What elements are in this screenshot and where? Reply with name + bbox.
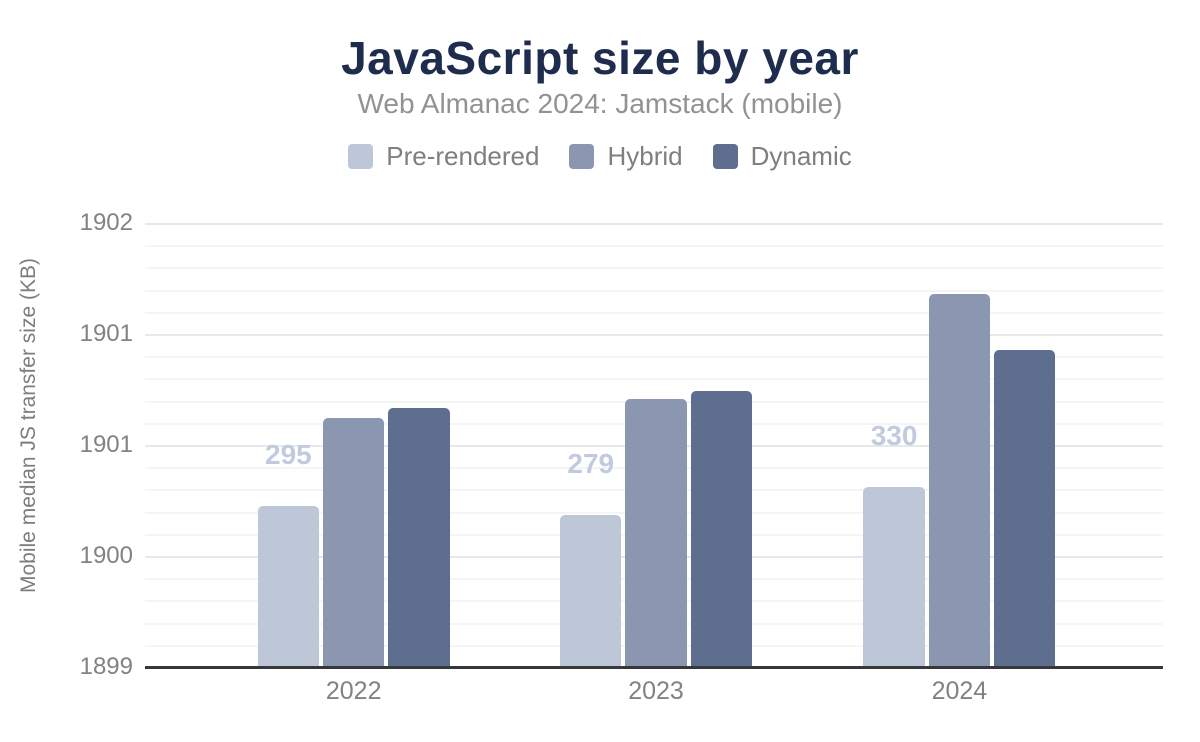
legend-label: Dynamic (750, 141, 852, 171)
chart-subtitle: Web Almanac 2024: Jamstack (mobile) (357, 88, 843, 119)
gridline-minor (145, 267, 1163, 270)
gridline-minor (145, 245, 1163, 248)
bar-dynamic-2024[interactable] (993, 350, 1056, 667)
y-axis-tick-label: 1901 (79, 431, 133, 458)
bar-value-label: 330 (870, 419, 918, 451)
legend-swatch (569, 144, 595, 169)
gridline-major (145, 334, 1163, 336)
bar-value-label: 279 (567, 447, 615, 479)
plot-area: 295 279 330 (145, 223, 1163, 667)
legend-item-pre-rendered[interactable]: Pre-rendered (348, 141, 539, 172)
bar-hybrid-2024[interactable] (928, 294, 991, 667)
bar-pre-rendered-2024[interactable] (863, 486, 925, 667)
gridline-minor (145, 378, 1163, 381)
legend-item-dynamic[interactable]: Dynamic (712, 141, 852, 172)
gridline-minor (145, 289, 1163, 292)
bar-pre-rendered-2022[interactable] (257, 505, 320, 667)
chart-title: JavaScript size by year (341, 32, 859, 84)
x-axis-tick-label: 2023 (628, 677, 684, 705)
gridline-major (145, 223, 1163, 225)
bar-value-label: 295 (265, 438, 312, 470)
y-axis-tick-label: 1901 (79, 320, 133, 347)
y-axis-tick-label: 1900 (79, 542, 133, 569)
bar-dynamic-2023[interactable] (690, 391, 753, 667)
bar-dynamic-2022[interactable] (388, 408, 450, 667)
bar-pre-rendered-2023[interactable] (559, 514, 622, 667)
legend: Pre-rendered Hybrid Dynamic (0, 141, 1200, 172)
x-axis-tick-label: 2022 (325, 677, 382, 705)
x-axis-line (145, 666, 1163, 669)
gridline-minor (145, 356, 1163, 359)
y-axis-tick-label: 1902 (79, 209, 133, 236)
gridline-minor (145, 311, 1163, 314)
legend-label: Pre-rendered (386, 141, 540, 171)
legend-item-hybrid[interactable]: Hybrid (569, 141, 683, 172)
legend-swatch (712, 144, 738, 169)
y-axis-tick-label: 1899 (79, 653, 133, 680)
legend-label: Hybrid (607, 141, 683, 171)
bar-hybrid-2023[interactable] (625, 398, 687, 667)
bar-hybrid-2022[interactable] (322, 417, 385, 667)
legend-swatch (348, 144, 374, 169)
x-axis-tick-label: 2024 (931, 677, 988, 705)
